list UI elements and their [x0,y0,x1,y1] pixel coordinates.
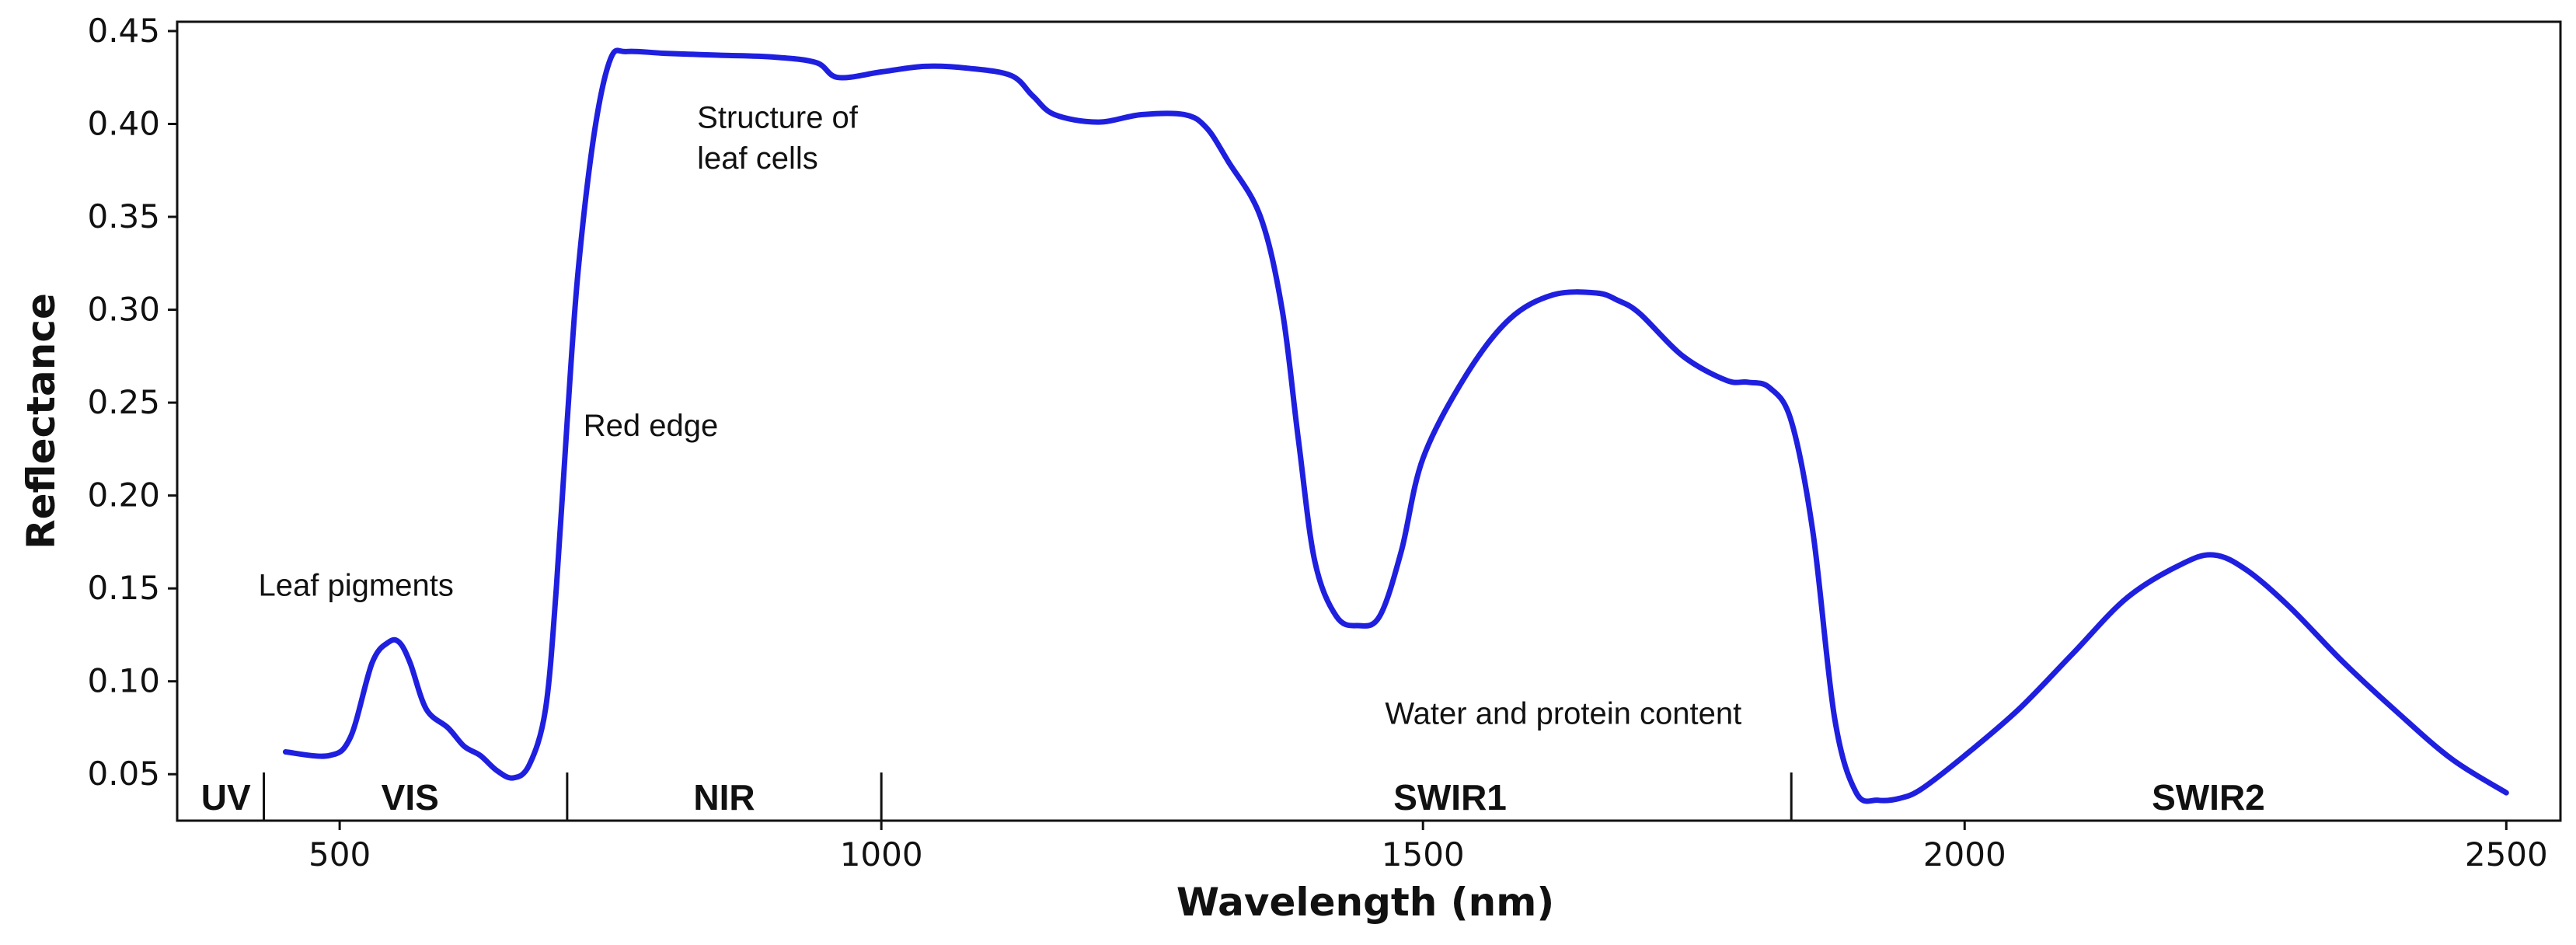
y-tick-label: 0.20 [87,476,160,514]
reflectance-line [282,47,2509,804]
y-tick-label: 0.35 [87,197,160,235]
annotation: Red edge [584,409,718,443]
band-label-swir2: SWIR2 [2152,777,2265,818]
x-tick-label: 2000 [1923,835,2006,874]
y-tick-label: 0.25 [87,383,160,421]
annotation: leaf cells [697,141,818,176]
y-tick-label: 0.15 [87,569,160,607]
band-label-vis: VIS [382,777,439,818]
annotation: Structure of [697,100,859,134]
band-label-nir: NIR [693,777,755,818]
band-label-swir1: SWIR1 [1393,777,1507,818]
band-label-uv: UV [201,777,251,818]
y-tick-label: 0.40 [87,104,160,142]
x-axis-title: Wavelength (nm) [1176,880,1554,925]
x-tick-label: 1500 [1382,835,1465,874]
y-tick-label: 0.05 [87,755,160,793]
x-tick-label: 500 [308,835,371,874]
y-tick-label: 0.30 [87,291,160,329]
x-tick-label: 2500 [2465,835,2548,874]
y-tick-label: 0.45 [87,12,160,50]
annotation: Leaf pigments [259,569,454,603]
annotation: Water and protein content [1385,697,1741,731]
y-axis-title: Reflectance [19,293,64,549]
plot-frame [176,20,2562,822]
y-tick-label: 0.10 [87,662,160,700]
x-tick-label: 1000 [840,835,923,874]
